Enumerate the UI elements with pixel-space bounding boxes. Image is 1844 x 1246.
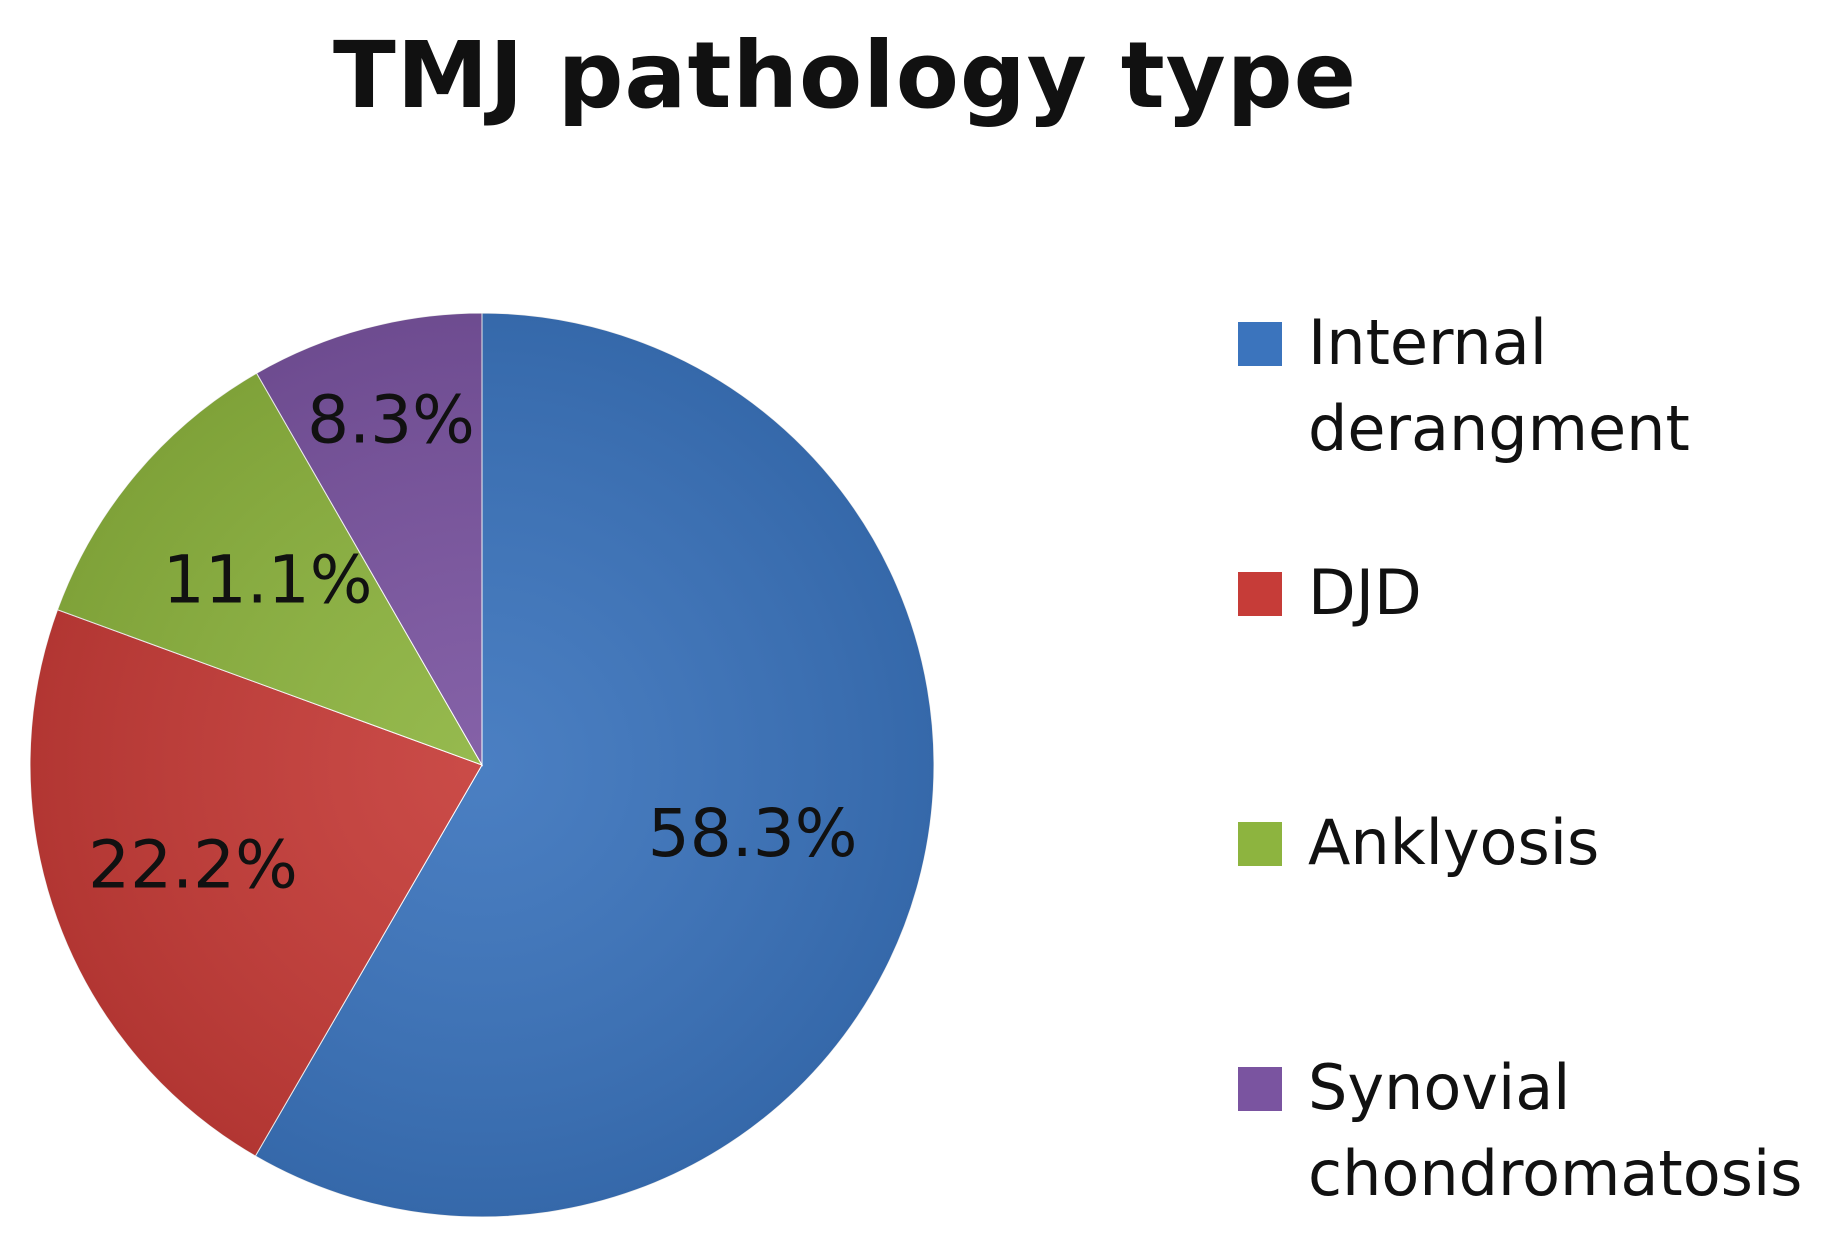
- legend: Internal derangment DJD Anklyosis Synovi…: [1238, 300, 1838, 1240]
- data-label-anklyosis: 11.1%: [163, 542, 373, 619]
- legend-swatch-anklyosis: [1238, 822, 1282, 866]
- legend-item-djd: DJD: [1238, 550, 1808, 636]
- legend-item-internal-derangment: Internal derangment: [1238, 300, 1808, 472]
- legend-swatch-internal-derangment: [1238, 322, 1282, 366]
- data-label-synovial-chondromatosis: 8.3%: [307, 381, 475, 458]
- legend-item-synovial-chondromatosis: Synovial chondromatosis: [1238, 1045, 1808, 1217]
- legend-label-anklyosis: Anklyosis: [1308, 806, 1600, 879]
- data-label-internal-derangment: 58.3%: [648, 795, 858, 872]
- legend-label-djd: DJD: [1308, 556, 1422, 629]
- chart-title: TMJ pathology type: [333, 22, 1357, 129]
- pie-shading: [30, 313, 934, 1217]
- legend-label-internal-derangment: Internal derangment: [1308, 306, 1690, 465]
- legend-label-synovial-chondromatosis: Synovial chondromatosis: [1308, 1051, 1803, 1210]
- legend-swatch-synovial-chondromatosis: [1238, 1067, 1282, 1111]
- legend-item-anklyosis: Anklyosis: [1238, 800, 1808, 886]
- legend-swatch-djd: [1238, 572, 1282, 616]
- data-label-djd: 22.2%: [88, 827, 298, 904]
